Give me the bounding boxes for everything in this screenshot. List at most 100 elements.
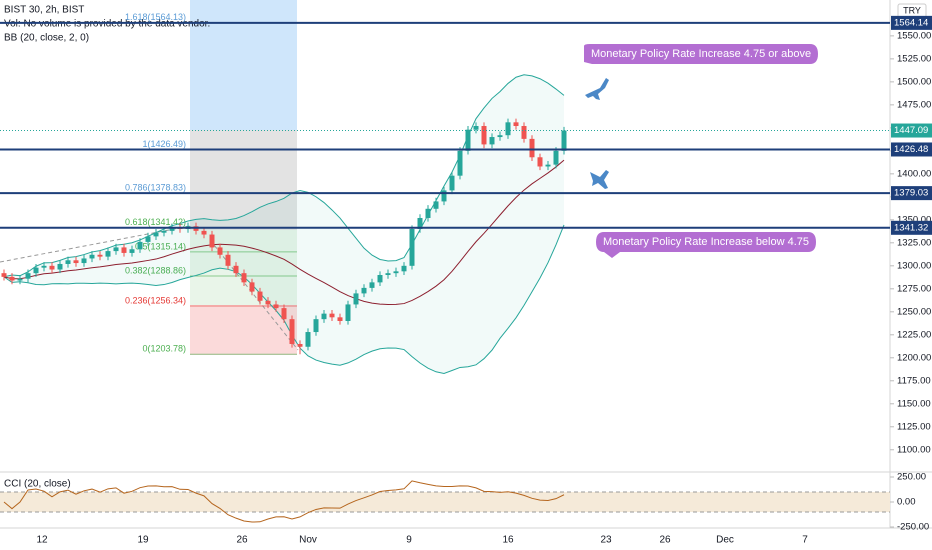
trend-line [209,239,299,351]
candle-body [257,291,263,301]
candle-body [337,317,343,321]
candle-body [401,265,407,272]
cci-band [0,492,890,512]
candle-body [265,300,271,305]
candle-body [369,282,375,288]
candle-body [137,241,143,250]
y-tick-label: 1100.00 [897,444,931,455]
candle-body [1,273,7,277]
y-tick-label: 1225.00 [897,329,931,340]
y-tick-label: 1250.00 [897,306,931,317]
candle-body [457,150,463,176]
candle-body [33,267,39,274]
candle-body [145,236,151,242]
level-box [891,220,932,235]
candle-body [113,247,119,252]
bb-fill [4,74,564,374]
cci-tick-label: 0.00 [897,497,916,508]
candle-body [17,278,23,281]
candle-body [89,254,95,259]
candle-body [297,343,303,347]
currency: TRY [903,5,921,15]
candle-body [9,276,15,281]
level-label: 1426.48 [894,144,928,155]
candle-body [49,265,55,270]
candle-body [529,138,535,158]
candle-body [105,251,111,257]
level-label: 1341.32 [894,222,928,233]
y-tick-label: 1350.00 [897,214,931,225]
target-zone [190,0,297,130]
plane-icon [590,170,609,189]
candle-body [241,273,247,283]
candle-body [353,293,359,305]
candle-body [281,308,287,320]
fib-label: 0.786(1378.83) [125,183,186,193]
level-label: 1564.14 [894,17,928,28]
stop-zone [190,305,297,355]
candle-body [417,217,423,230]
fib-label: 0.5(1315.14) [135,241,186,251]
candle-body [121,247,127,253]
cci-tick-label: -250.00 [897,522,929,533]
candle-body [233,265,239,274]
candle-body [385,273,391,276]
x-tick-label: 12 [36,535,48,546]
y-tick-label: 1500.00 [897,76,931,87]
cci-label: CCI (20, close) [4,479,71,490]
y-tick-label: 1325.00 [897,237,931,248]
candle-body [345,304,351,321]
candle-body [73,260,79,264]
level-label: 1379.03 [894,188,928,199]
candle-body [377,275,383,283]
x-tick-label: 26 [659,535,671,546]
candle-body [553,150,559,165]
candle-body [25,273,31,279]
candle-body [65,260,71,264]
candle-body [305,332,311,347]
candle-body [449,175,455,191]
candle-body [273,304,279,309]
profit-zone [190,230,297,305]
fib-label: 1(1426.49) [142,139,186,149]
cci-line [3,480,565,523]
x-tick-label: 9 [406,535,412,546]
candle-body [57,263,63,270]
candle-body [41,265,47,268]
callout [596,232,816,258]
candle-body [521,126,527,139]
fib-label: 1.618(1564.13) [125,12,186,22]
candle-body [225,254,231,266]
candle-body [81,258,87,264]
candle-body [441,190,447,202]
candle-body [209,234,215,248]
y-tick-label: 1175.00 [897,375,931,386]
candle-body [201,230,207,235]
candle-body [465,129,471,151]
fib-label: 0(1203.78) [142,344,186,354]
candle-body [97,254,103,257]
x-tick-label: Dec [716,535,734,546]
bb-basis [3,159,565,305]
fib-label: 0.236(1256.34) [125,295,186,305]
candle-body [329,313,335,318]
x-tick-label: 16 [502,535,514,546]
callout-text: Monetary Policy Rate Increase 4.75 or ab… [591,48,811,60]
last-price-box [891,123,932,138]
y-tick-label: 1200.00 [897,352,931,363]
candle-body [321,313,327,320]
entry-zone [190,130,297,230]
y-tick-label: 1475.00 [897,99,931,110]
candle-body [561,130,567,151]
candle-body [129,249,135,253]
level-box [891,142,932,157]
candle-body [393,271,399,274]
x-tick-label: 19 [137,535,149,546]
candle-body [497,135,503,138]
y-tick-label: 1400.00 [897,168,931,179]
callout [584,44,818,64]
y-tick-label: 1150.00 [897,398,931,409]
candle-body [249,282,255,292]
symbol: BIST 30, 2h, BIST [4,5,84,16]
